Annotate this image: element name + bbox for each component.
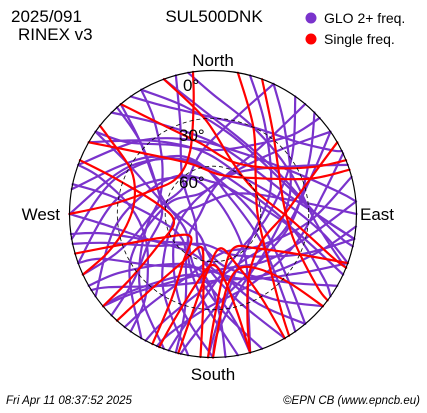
header-date: 2025/091 <box>11 7 82 26</box>
legend-label-glo: GLO 2+ freq. <box>324 10 405 26</box>
glo-track-34 <box>81 88 164 276</box>
single-freq-track-10 <box>158 263 252 354</box>
elevation-ring-30 <box>116 117 310 311</box>
chart-title: SUL500DNK <box>165 7 263 26</box>
elevation-label-60: 60° <box>179 173 205 192</box>
glo-track-22 <box>102 200 358 308</box>
elevation-ring-60 <box>164 165 262 263</box>
glo-track-18 <box>69 231 339 287</box>
single-freq-track-14 <box>81 124 137 276</box>
glo-track-31 <box>162 78 354 248</box>
direction-south: South <box>191 365 235 384</box>
header-format: RINEX v3 <box>18 25 93 44</box>
horizon-circle <box>68 69 358 359</box>
glo-track-37 <box>71 183 188 354</box>
glo-track-8 <box>94 174 345 298</box>
legend-marker-glo <box>305 12 317 24</box>
single-freq-track-3 <box>261 78 329 302</box>
glo-track-17 <box>68 212 324 308</box>
single-freq-track-7 <box>78 159 176 308</box>
elevation-label-30: 30° <box>179 126 205 145</box>
glo-track-39 <box>102 273 252 354</box>
footer-credit: ©EPN CB (www.epncb.eu) <box>283 395 420 407</box>
single-freq-track-5 <box>246 141 339 354</box>
single-freq-track-12 <box>211 265 324 359</box>
glo-track-24 <box>155 152 345 348</box>
glo-track-35 <box>110 106 164 317</box>
glo-track-29 <box>206 74 273 359</box>
glo-track-36 <box>77 163 150 333</box>
legend-marker-single <box>305 33 317 45</box>
legend-label-single: Single freq. <box>324 31 395 47</box>
footer-timestamp: Fri Apr 11 08:37:52 2025 <box>6 395 133 407</box>
single-freq-track-6 <box>68 70 195 216</box>
glo-track-4 <box>70 155 332 298</box>
satellite-tracks <box>68 70 358 359</box>
direction-east: East <box>360 205 394 224</box>
legend: GLO 2+ freq. Single freq. <box>305 10 405 47</box>
direction-north: North <box>192 51 234 70</box>
glo-track-30 <box>187 71 348 269</box>
elevation-label-0: 0° <box>183 76 199 95</box>
single-freq-track-13 <box>206 244 349 359</box>
single-freq-track-1 <box>119 103 348 170</box>
single-freq-track-9 <box>115 245 205 359</box>
direction-west: West <box>22 205 61 224</box>
